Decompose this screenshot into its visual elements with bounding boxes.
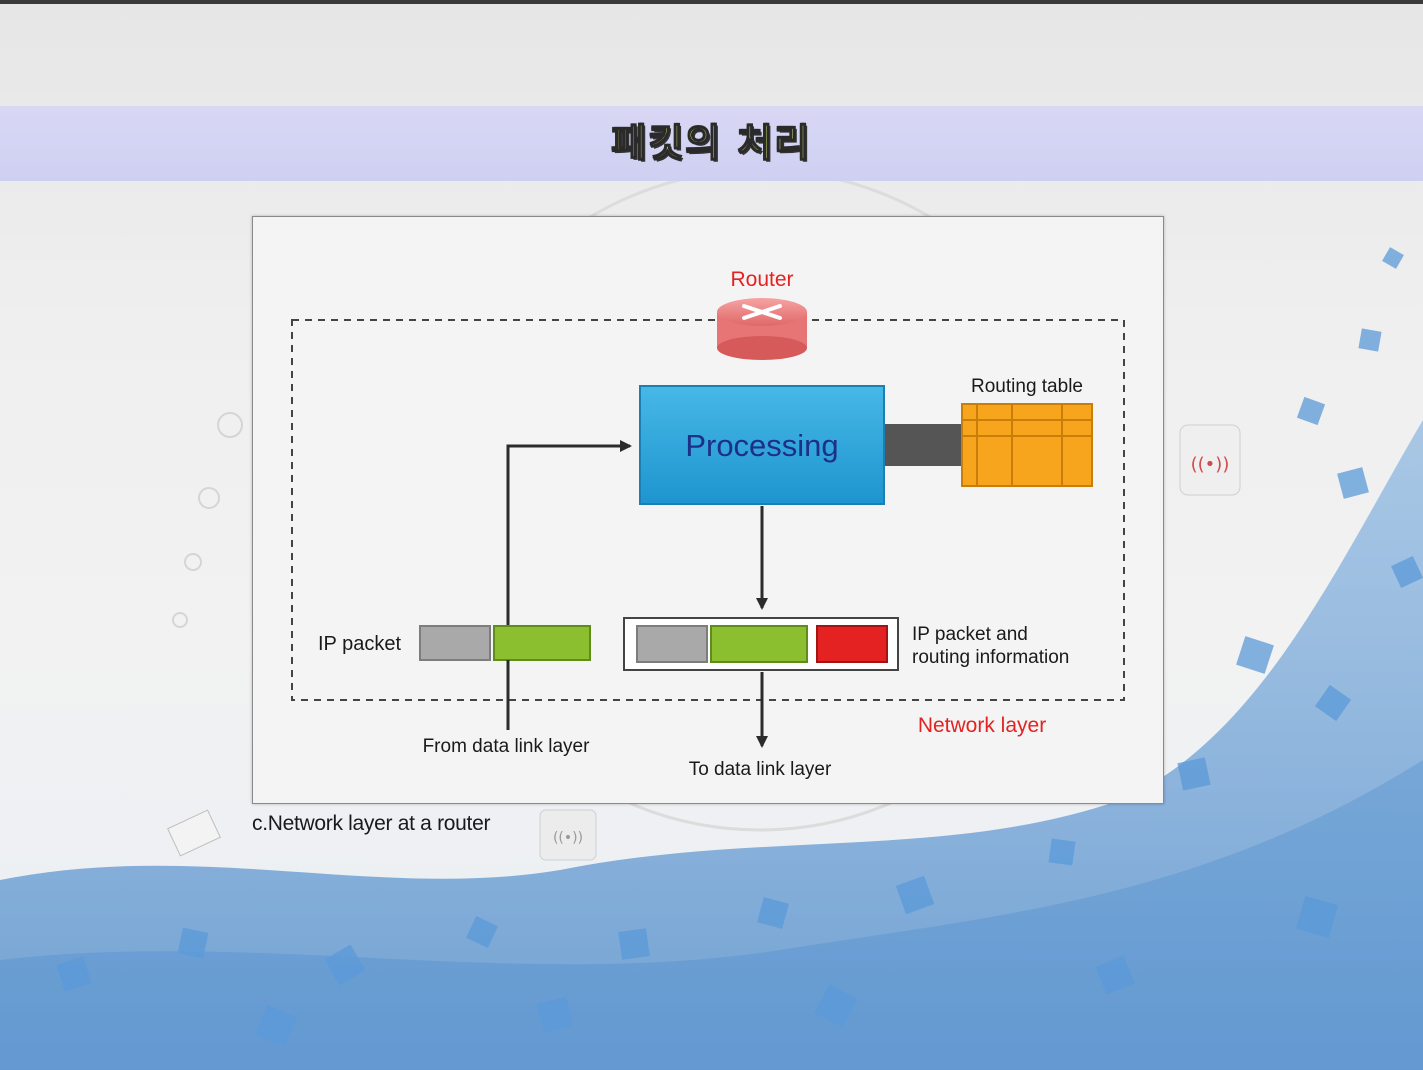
ip-packet-label: IP packet	[318, 633, 401, 655]
ip-packet-with-routing-info	[623, 617, 899, 671]
title-band	[0, 106, 1423, 181]
network-layer-boundary	[291, 319, 1125, 701]
ip-packet-routing-label-line2: routing information	[912, 647, 1069, 668]
ip-packet-routing-label-line1: IP packet and	[912, 624, 1028, 645]
to-data-link-label: To data link layer	[689, 759, 832, 780]
network-layer-label: Network layer	[918, 714, 1046, 737]
svg-text:((•)): ((•))	[553, 830, 583, 846]
slide-title: 패킷의 처리	[611, 120, 812, 166]
routing-table-label: Routing table	[971, 376, 1083, 397]
from-data-link-label: From data link layer	[423, 736, 591, 757]
router-diagram: Router Processing Routing table IP packe…	[291, 268, 1125, 780]
svg-text:((•)): ((•))	[1191, 454, 1230, 475]
incoming-arrow	[506, 440, 632, 730]
processing-box	[639, 385, 885, 505]
router-icon	[717, 298, 807, 360]
processing-label: Processing	[685, 428, 838, 463]
diagram-frame	[252, 216, 1164, 804]
routing-table-connector	[885, 424, 963, 466]
router-label: Router	[730, 268, 793, 291]
ip-packet-incoming	[419, 625, 591, 661]
routing-table-icon	[961, 403, 1093, 487]
figure-caption: c.Network layer at a router	[252, 812, 491, 835]
